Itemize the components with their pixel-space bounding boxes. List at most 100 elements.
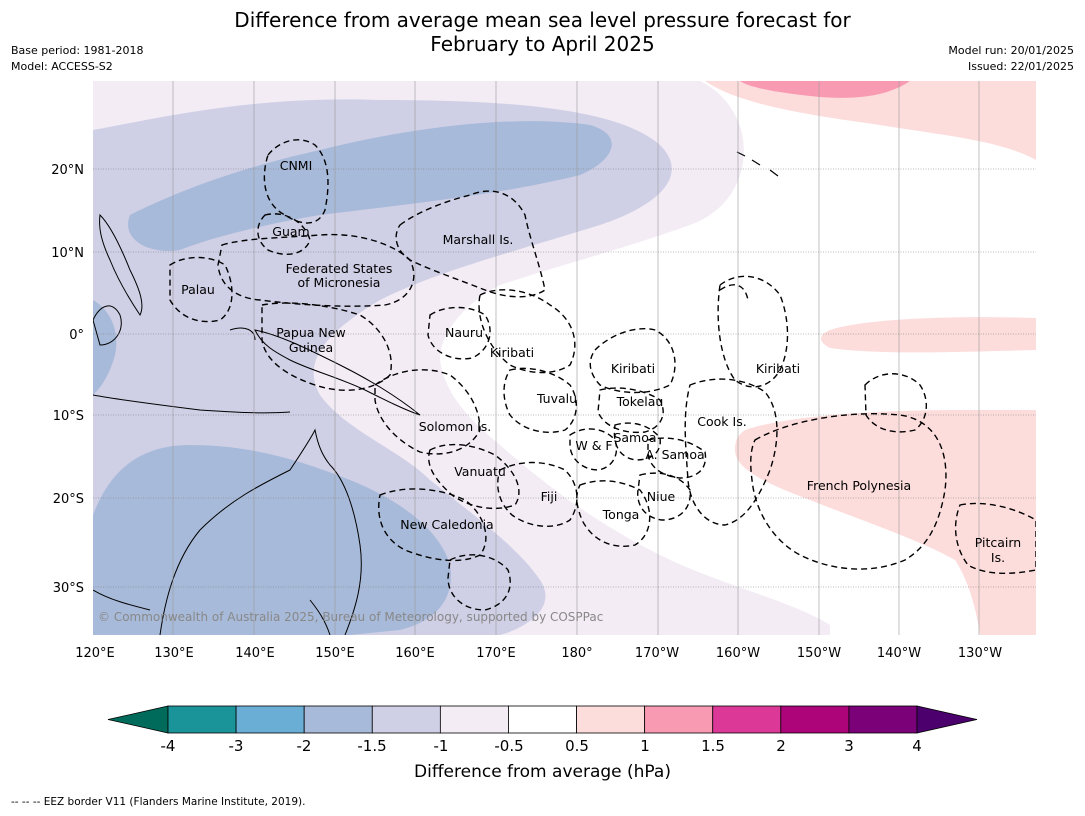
contour-plus-0-5-north [705, 81, 1036, 160]
eez-png [261, 302, 392, 391]
eez-marquesas [864, 373, 927, 433]
eez-legend-note: -- -- -- EEZ border V11 (Flanders Marine… [11, 796, 306, 808]
eez-palau [169, 256, 233, 323]
colorbar-tick: 1 [640, 737, 650, 755]
colorbar-segment [644, 705, 714, 734]
colorbar-tick: -0.5 [494, 737, 523, 755]
lat-label: 10°S [53, 409, 84, 424]
label-png-line2: Guinea [289, 340, 333, 355]
lat-label: 10°N [51, 246, 84, 261]
eez-vanuatu [428, 443, 520, 510]
colorbar-tick: -3 [229, 737, 244, 755]
hawaii-islands [736, 151, 779, 177]
colorbar-extend-low [107, 705, 169, 734]
colorbar-tick: -2 [297, 737, 312, 755]
eez-cnmi [263, 139, 329, 224]
eez-french-polynesia [750, 413, 947, 570]
label-fsm-line1: Federated States [286, 261, 393, 276]
eez-samoa [613, 422, 661, 461]
colorbar-tick: 2 [776, 737, 786, 755]
title-line-1: Difference from average mean sea level p… [234, 8, 851, 32]
colorbar-segment [508, 705, 577, 734]
indonesia-coast [93, 394, 291, 414]
label-samoa: Samoa [613, 430, 656, 445]
australia-coastline [159, 428, 362, 635]
label-vanuatu: Vanuatu [454, 464, 506, 479]
lon-label: 120°E [75, 646, 115, 661]
map-field: CNMI Guam Marshall Is. Federated States … [93, 81, 1036, 635]
colorbar-ticks: -4 -3 -2 -1.5 -1 -0.5 0.5 1 1.5 2 3 4 [161, 737, 922, 755]
lon-label: 150°W [797, 646, 841, 661]
eez-tuvalu [503, 367, 577, 433]
model-run: Model run: 20/01/2025 [948, 44, 1074, 57]
eez-tokelau [597, 387, 664, 434]
lon-label: 140°E [235, 646, 275, 661]
colorbar-extend-high [916, 705, 978, 734]
contour-plus-1-north [740, 81, 910, 98]
new-zealand-coast [309, 599, 331, 635]
label-fiji: Fiji [541, 489, 558, 504]
eez-tonga [576, 480, 651, 547]
new-guinea-west [229, 327, 256, 341]
label-guam: Guam [272, 224, 309, 239]
region-labels: CNMI Guam Marshall Is. Federated States … [181, 158, 1021, 565]
label-new-caledonia: New Caledonia [400, 517, 493, 532]
label-solomon: Solomon Is. [419, 419, 492, 434]
contour-minus-1-5-south [93, 445, 451, 635]
lat-label: 0° [69, 328, 84, 343]
eez-norfolk [447, 554, 511, 611]
label-niue: Niue [647, 489, 676, 504]
label-palau: Palau [181, 282, 215, 297]
label-cnmi: CNMI [280, 158, 313, 173]
colorbar-segment [303, 705, 373, 734]
colorbar-tick: 0.5 [565, 737, 589, 755]
lat-label: 20°S [53, 492, 84, 507]
label-cook: Cook Is. [697, 414, 746, 429]
colorbar-tick: 4 [912, 737, 922, 755]
meta-right: Model run: 20/01/2025 Issued: 22/01/2025 [948, 43, 1074, 75]
base-period: Base period: 1981-2018 [11, 44, 144, 57]
colorbar-tick: 1.5 [701, 737, 725, 755]
colorbar-segment [235, 705, 305, 734]
label-kiribati-central: Kiribati [611, 361, 655, 376]
colorbar-tick: 3 [844, 737, 854, 755]
label-fsm-line2: of Micronesia [298, 275, 381, 290]
eez-niue [637, 472, 691, 521]
colorbar-segment [371, 705, 441, 734]
label-tuvalu: Tuvalu [536, 391, 577, 406]
eez-american-samoa [647, 437, 707, 479]
contour-minus-1-5-west [93, 300, 117, 395]
eez-kiribati-central [589, 328, 676, 394]
colorbar-tick: -1 [434, 737, 449, 755]
eez-clipperton [719, 284, 749, 301]
graticule [172, 81, 980, 635]
lon-label: 170°E [476, 646, 516, 661]
label-pitcairn-line1: Pitcairn [975, 535, 1021, 550]
contour-plus-0-5-equator [821, 317, 1036, 353]
colorbar-tick: -4 [161, 737, 176, 755]
eez-borders [169, 139, 1036, 611]
label-tonga: Tonga [602, 507, 640, 522]
eez-nauru [427, 306, 491, 360]
label-french-polynesia: French Polynesia [807, 478, 911, 493]
lon-label: 160°W [716, 646, 760, 661]
label-nauru: Nauru [445, 325, 483, 340]
eez-solomon [374, 369, 481, 455]
label-kiribati-west: Kiribati [490, 345, 534, 360]
lat-label: 20°N [51, 163, 84, 178]
eez-kiribati-west [478, 289, 576, 374]
colorbar-title: Difference from average (hPa) [414, 762, 671, 782]
label-marshall: Marshall Is. [443, 232, 514, 247]
eez-fiji [497, 461, 578, 528]
contour-plus-0-5-south [735, 410, 1036, 635]
title-line-2: February to April 2025 [430, 32, 655, 56]
label-png-line1: Papua New [276, 325, 345, 340]
longitude-labels: 120°E 130°E 140°E 150°E 160°E 170°E 180°… [75, 646, 1002, 661]
lat-label: 30°S [53, 581, 84, 596]
label-wallis-futuna: W & F [575, 438, 612, 453]
eez-pitcairn [954, 502, 1036, 574]
lon-label: 140°W [877, 646, 921, 661]
borneo-coast [93, 305, 122, 346]
label-pitcairn-line2: Is. [991, 550, 1005, 565]
